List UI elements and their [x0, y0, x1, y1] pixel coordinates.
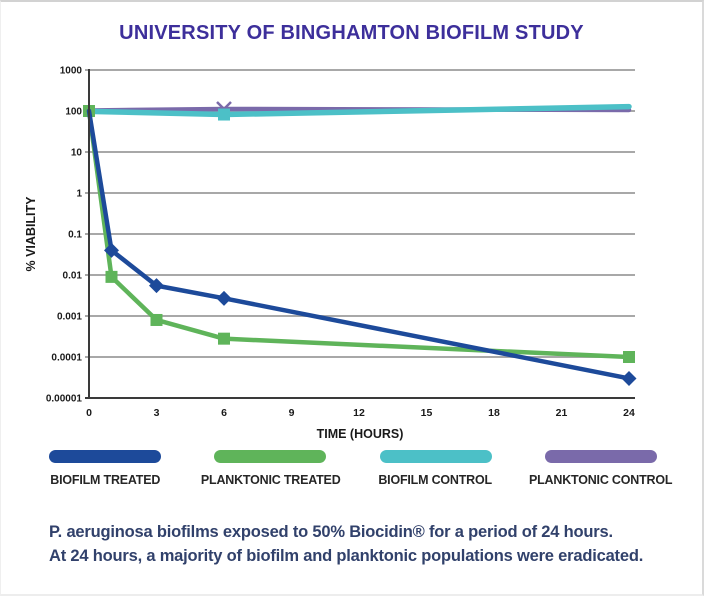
- x-tick-label: 6: [221, 407, 227, 419]
- x-tick-label: 0: [86, 407, 92, 419]
- y-tick-label: 1000: [60, 66, 83, 77]
- x-tick-label: 15: [421, 407, 433, 419]
- page-title: UNIVERSITY OF BINGHAMTON BIOFILM STUDY: [119, 22, 584, 44]
- chart-axes: [85, 69, 635, 399]
- data-marker-square: [150, 313, 163, 326]
- x-tick-label: 9: [289, 407, 295, 419]
- y-tick-label: 10: [71, 148, 83, 159]
- data-marker-square: [623, 351, 635, 363]
- caption-line-2: At 24 hours, a majority of biofilm and p…: [49, 547, 644, 565]
- data-marker-diamond: [149, 278, 164, 294]
- data-marker-square: [218, 108, 230, 121]
- y-tick-label: 100: [65, 107, 82, 118]
- y-tick-label: 0.0001: [51, 353, 82, 364]
- y-tick-label: 0.00001: [46, 394, 83, 405]
- data-marker-diamond: [621, 370, 637, 386]
- legend-item-biofilm-treated: BIOFILM TREATED: [25, 450, 185, 487]
- figure-caption: P. aeruginosa biofilms exposed to 50% Bi…: [49, 520, 643, 568]
- x-tick-label: 24: [623, 407, 635, 419]
- x-tick-label: 21: [556, 407, 568, 419]
- legend-label: BIOFILM CONTROL: [378, 472, 493, 487]
- planktonic-control-swatch: [544, 450, 657, 463]
- legend-label: PLANKTONIC CONTROL: [529, 472, 673, 487]
- chart-legend: BIOFILM TREATED PLANKTONIC TREATED BIOFI…: [25, 450, 681, 487]
- x-tick-label: 18: [488, 407, 500, 419]
- legend-item-biofilm-control: BIOFILM CONTROL: [356, 450, 516, 487]
- legend-label: BIOFILM TREATED: [50, 472, 160, 487]
- data-marker-square: [218, 332, 230, 345]
- legend-label: PLANKTONIC TREATED: [200, 472, 341, 487]
- data-marker-diamond: [104, 242, 119, 258]
- legend-item-planktonic-control: PLANKTONIC CONTROL: [521, 450, 681, 487]
- data-marker-diamond: [216, 290, 232, 306]
- data-marker-square: [105, 270, 118, 283]
- y-tick-label: 1: [76, 189, 82, 200]
- y-tick-label: 0.1: [68, 230, 82, 241]
- caption-line-1: P. aeruginosa biofilms exposed to 50% Bi…: [49, 523, 613, 541]
- y-tick-label: 0.01: [63, 271, 83, 282]
- chart-series-lines: [83, 101, 637, 386]
- biofilm-treated-swatch: [49, 450, 161, 463]
- chart-gridlines: [85, 69, 635, 399]
- y-axis-title: % VIABILITY: [24, 196, 38, 272]
- x-tick-label: 3: [154, 407, 160, 419]
- planktonic-treated-swatch: [214, 450, 327, 463]
- x-axis-title: TIME (HOURS): [317, 427, 404, 441]
- biofilm-control-swatch: [379, 450, 492, 463]
- y-tick-label: 0.001: [57, 312, 82, 323]
- x-tick-label: 12: [353, 407, 365, 419]
- legend-item-planktonic-treated: PLANKTONIC TREATED: [190, 450, 350, 487]
